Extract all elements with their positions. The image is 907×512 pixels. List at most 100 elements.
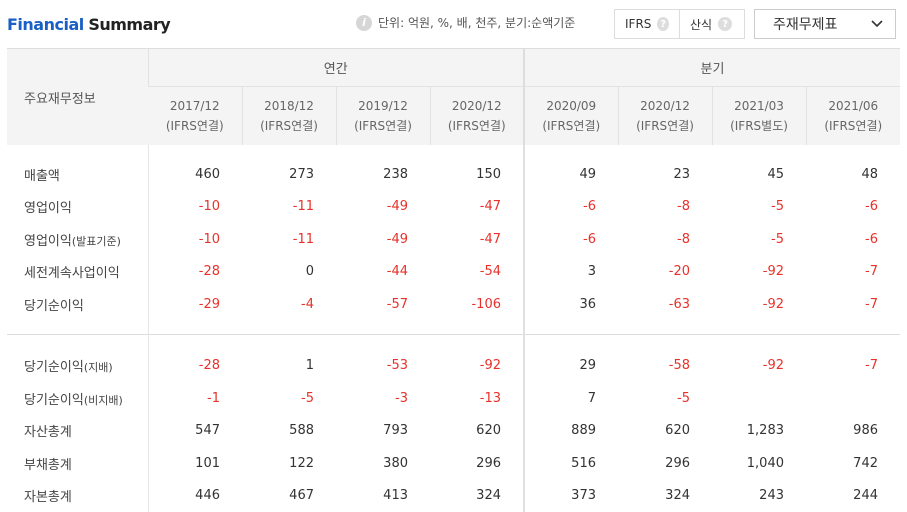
value-cell: 244 [853,488,878,504]
row-label: 자산총계 [7,415,148,448]
value-cell: 446 [147,479,242,512]
help-icon[interactable]: ? [718,17,733,31]
row-label: 매출액 [7,158,148,191]
period-header: 2021/03 (IFRS별도) [711,86,806,145]
value-cell: 413 [383,488,408,504]
table-row: 자본총계 446 467 413 324 373 324 243 244 [7,479,900,512]
row-label-text: 당기순이익 [24,360,84,376]
label-column-header: 주요재무정보 [7,48,148,145]
value-cell: 273 [289,166,314,182]
period-header: 2018/12 (IFRS연결) [241,86,336,145]
value-cell: 243 [759,488,784,504]
formula-help-button[interactable]: 산식 ? [679,9,745,39]
value-cell: -58 [668,358,690,374]
table-row: 영업이익(발표기준) -10 -11 -49 -47 -6 -8 -5 -6 [7,223,900,256]
value-cell: 7 [523,382,618,415]
summary-header: Financial Summary i 단위: 억원, %, 배, 천주, 분기… [0,0,907,48]
value-cell: 324 [665,488,690,504]
row-label-sub: (지배) [83,361,113,375]
basis-label: (IFRS연결) [260,119,318,133]
row-label-text: 당기순이익 [24,298,84,314]
help-icon[interactable]: ? [657,17,669,31]
value-cell: -6 [523,190,618,223]
value-cell: -6 [523,223,618,256]
quarter-group-header: 분기 [523,48,900,87]
period-header: 2020/12 (IFRS연결) [617,86,712,145]
value-cell: 1 [305,358,314,374]
value-cell: 380 [383,455,408,471]
value-cell: -5 [677,390,690,406]
value-cell: 742 [853,455,878,471]
value-cell: 3 [523,255,618,288]
table-row: 당기순이익(비지배) -1 -5 -3 -13 7 -5 [7,382,900,415]
value-cell: 238 [383,166,408,182]
table-row: 매출액 460 273 238 150 49 23 45 48 [7,158,900,191]
value-cell: 547 [147,414,242,447]
row-label: 부채총계 [7,447,148,480]
value-cell: -13 [479,390,501,406]
value-cell: -28 [147,255,242,288]
value-cell: -28 [147,349,242,382]
value-cell: 296 [476,455,501,471]
period-label: 2020/12 [640,99,690,113]
value-cell: -1 [147,382,242,415]
value-cell: -92 [762,264,784,280]
value-cell: 460 [147,158,242,191]
value-cell: -8 [677,199,690,215]
value-cell: 48 [861,166,878,182]
title-part-2: Summary [88,15,171,34]
annual-group-header: 연간 [147,48,524,87]
value-cell: 29 [523,349,618,382]
row-label-sub: (발표기준) [71,234,121,248]
value-cell: 23 [673,166,690,182]
table-row: 세전계속사업이익 -28 0 -44 -54 3 -20 -92 -7 [7,255,900,289]
row-label: 당기순이익 [7,288,148,321]
row-label-text: 영업이익 [24,233,72,249]
info-icon[interactable]: i [356,14,372,31]
value-cell: 150 [476,166,501,182]
title-part-1: Financial [7,15,84,34]
chevron-down-icon [871,20,883,28]
row-label-text: 매출액 [24,168,60,184]
row-label-text: 부채총계 [24,457,72,473]
value-cell: -47 [479,231,501,247]
row-label: 세전계속사업이익 [7,256,148,289]
ifrs-label: IFRS [625,17,652,31]
value-cell: 122 [289,455,314,471]
value-cell: 1,040 [746,455,784,471]
period-label: 2020/09 [546,99,597,113]
select-value: 주재무제표 [773,17,838,33]
value-cell [712,382,806,415]
row-label-text: 자산총계 [24,425,72,441]
period-header: 2020/09 (IFRS연결) [523,86,618,145]
basis-label: (IFRS연결) [824,119,883,133]
table-row: 자산총계 547 588 793 620 889 620 1,283 986 [7,414,900,448]
period-label: 2020/12 [451,99,502,113]
basis-label: (IFRS연결) [542,119,601,133]
value-cell: -53 [386,358,408,374]
statement-type-select[interactable]: 주재무제표 [754,9,896,39]
unit-note: i 단위: 억원, %, 배, 천주, 분기:순액기준 [356,14,575,31]
value-cell: -49 [386,231,408,247]
value-cell: -7 [865,358,878,374]
value-cell: -8 [677,231,690,247]
row-label-text: 세전계속사업이익 [24,266,120,282]
value-cell: -3 [395,390,408,406]
value-cell: 467 [289,488,314,504]
value-cell: -92 [762,296,784,312]
row-label: 당기순이익(지배) [7,350,148,383]
value-cell: -6 [865,199,878,215]
row-label: 영업이익(발표기준) [7,223,148,256]
value-cell: -44 [386,264,408,280]
value-cell: -7 [865,296,878,312]
period-label: 2019/12 [358,99,408,113]
value-cell: -49 [386,199,408,215]
ifrs-help-button[interactable]: IFRS ? [614,9,680,39]
value-cell: 889 [523,414,618,447]
value-cell: 620 [476,423,501,439]
value-cell: -7 [865,264,878,280]
row-label: 당기순이익(비지배) [7,382,148,415]
value-cell: 324 [476,488,501,504]
table-row: 부채총계 101 122 380 296 516 296 1,040 742 [7,447,900,480]
value-cell: -54 [479,264,501,280]
